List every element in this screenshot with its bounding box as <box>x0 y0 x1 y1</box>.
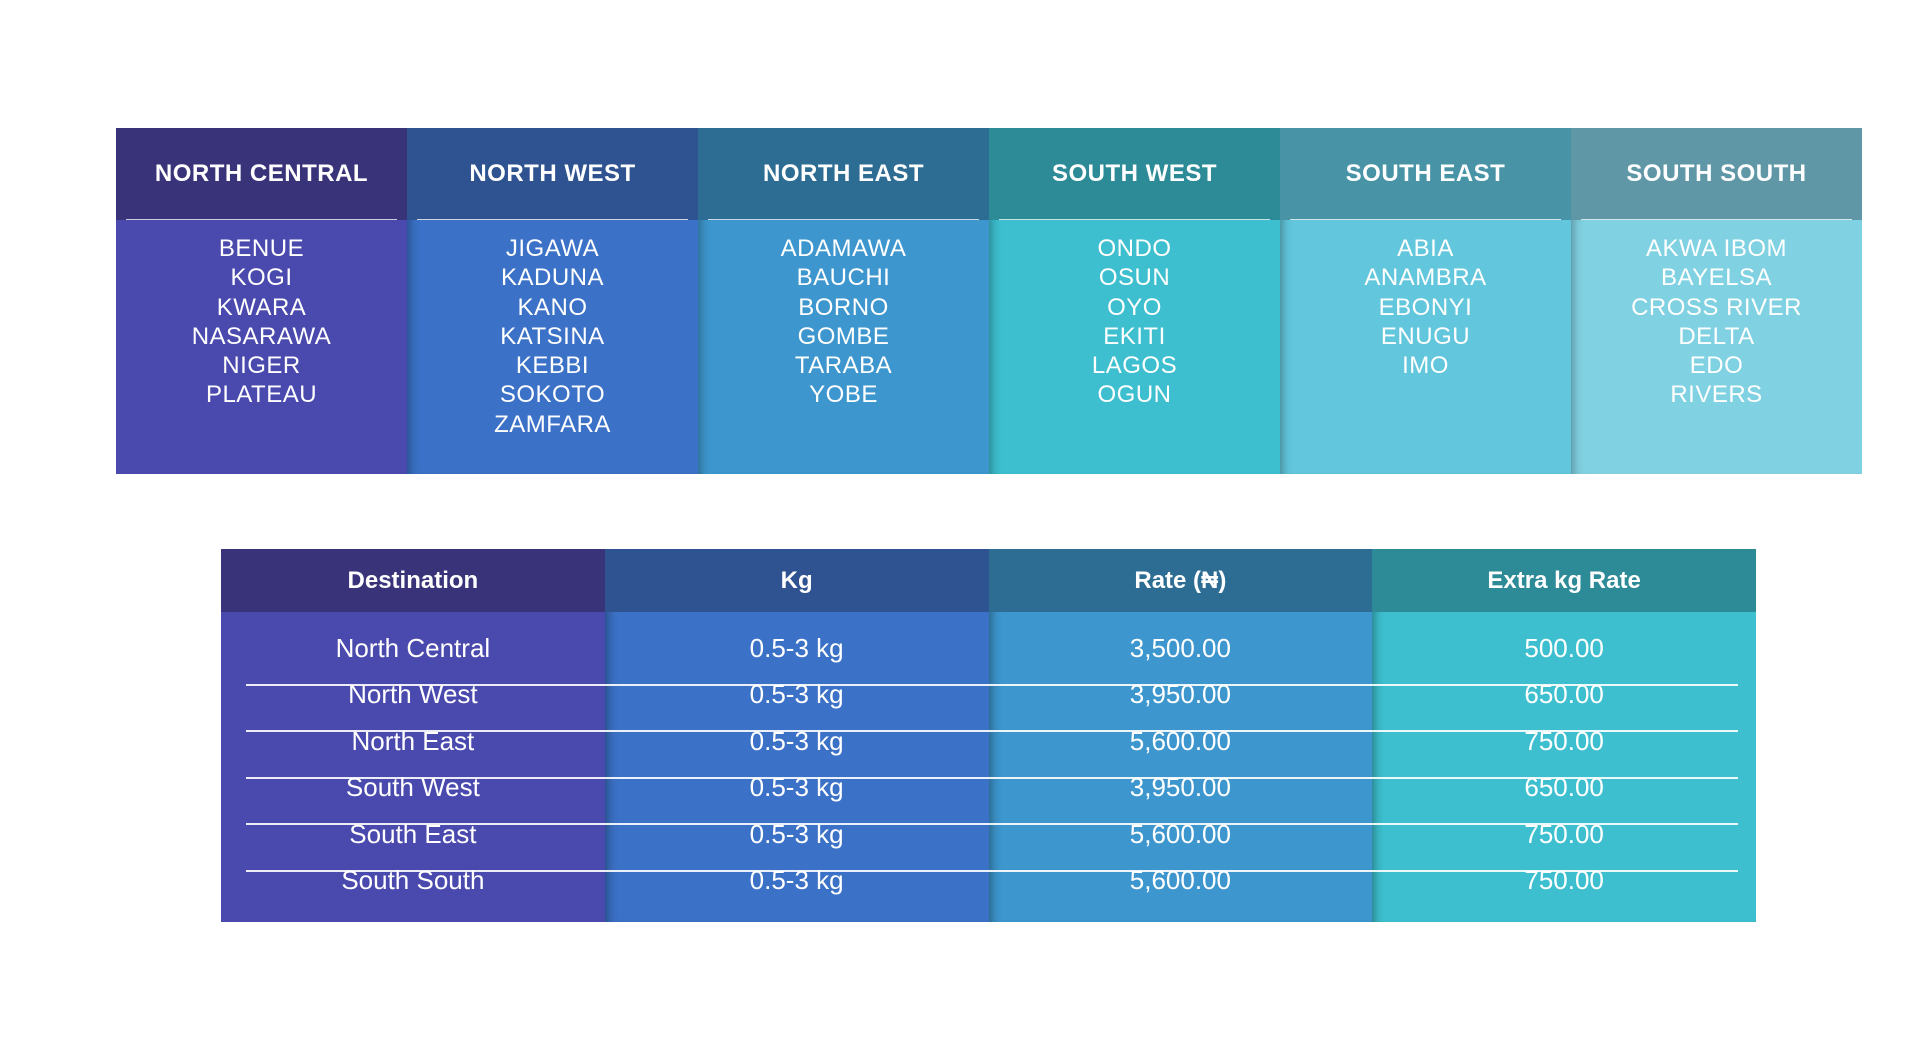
region-column: NORTH WEST JIGAWA KADUNA KANO KATSINA KEBBI SO… <box>407 128 698 474</box>
region-state-list: ABIA ANAMBRA EBONYI ENUGU IMO <box>1280 220 1571 474</box>
state-name: NIGER <box>222 352 301 380</box>
table-cell: 0.5-3 kg <box>749 772 844 803</box>
region-header: NORTH EAST <box>698 128 989 220</box>
table-cell: North West <box>348 679 478 710</box>
state-name: SOKOTO <box>499 381 606 409</box>
state-name: BENUE <box>218 235 305 262</box>
region-column: NORTH EAST ADAMAWA BAUCHI BORNO GOMBE TARABA Y… <box>698 128 989 474</box>
state-name: EDO <box>1689 352 1744 380</box>
table-cell: 650.00 <box>1524 772 1604 803</box>
table-cell: South West <box>345 772 480 803</box>
region-state-list: BENUE KOGI KWARA NASARAWA NIGER PLATEAU <box>116 220 407 474</box>
table-cell: 650.00 <box>1524 679 1604 710</box>
state-name: OSUN <box>1098 264 1171 292</box>
rates-column: Kg 0.5-3 kg 0.5-3 kg 0.5-3 kg 0.5-3 kg 0.5-3 … <box>604 549 989 922</box>
state-name: EBONYI <box>1378 293 1473 321</box>
table-cell: 0.5-3 kg <box>749 725 844 756</box>
table-cell: South South <box>341 865 485 896</box>
region-state-list: AKWA IBOM BAYELSA CROSS RIVER DELTA EDO RIVER… <box>1571 220 1862 474</box>
state-name: BAUCHI <box>796 264 891 292</box>
state-name: YOBE <box>809 381 878 409</box>
region-column: SOUTH SOUTH AKWA IBOM BAYELSA CROSS RIVER DE… <box>1571 128 1862 474</box>
column-body: 500.00 650.00 750.00 650.00 750.00 750.00 <box>1372 612 1756 922</box>
region-state-list: JIGAWA KADUNA KANO KATSINA KEBBI SOKOTO ZAMFAR… <box>407 220 698 474</box>
region-column: SOUTH WEST ONDO OSUN OYO EKITI LAGOS OGUN <box>989 128 1280 474</box>
region-header: SOUTH SOUTH <box>1571 128 1862 220</box>
state-name: LAGOS <box>1091 352 1178 380</box>
state-name: AKWA IBOM <box>1646 235 1787 262</box>
state-name: OGUN <box>1097 381 1172 409</box>
state-name: KATSINA <box>500 322 605 350</box>
state-name: IMO <box>1402 352 1449 380</box>
table-cell: 750.00 <box>1524 818 1604 849</box>
table-cell: 3,950.00 <box>1129 772 1231 803</box>
rates-column: Extra kg Rate 500.00 650.00 750.00 650.00 750… <box>1372 549 1756 922</box>
column-header: Kg <box>604 549 989 612</box>
table-cell: 5,600.00 <box>1129 725 1231 756</box>
region-header: NORTH CENTRAL <box>116 128 407 220</box>
state-name: ENUGU <box>1380 322 1471 350</box>
table-cell: 5,600.00 <box>1129 865 1231 896</box>
state-name: RIVERS <box>1670 381 1763 409</box>
rates-columns: Destination North Central North West North … <box>221 549 1756 922</box>
state-name: ABIA <box>1397 235 1454 262</box>
state-name: ADAMAWA <box>780 235 907 262</box>
rates-table: Destination North Central North West North … <box>221 549 1756 922</box>
state-name: ZAMFARA <box>494 410 611 438</box>
state-name: TARABA <box>794 352 893 380</box>
table-cell: 0.5-3 kg <box>749 632 844 663</box>
table-cell: 500.00 <box>1524 632 1604 663</box>
column-body: 0.5-3 kg 0.5-3 kg 0.5-3 kg 0.5-3 kg 0.5-3 kg… <box>605 612 989 922</box>
state-name: OYO <box>1107 293 1162 321</box>
state-name: ANAMBRA <box>1364 264 1487 292</box>
region-column: SOUTH EAST ABIA ANAMBRA EBONYI ENUGU IMO <box>1280 128 1571 474</box>
region-grid: NORTH CENTRAL BENUE KOGI KWARA NASARAWA NIGER… <box>116 128 1862 474</box>
state-name: CROSS RIVER <box>1631 293 1802 321</box>
table-cell: North East <box>351 725 475 756</box>
state-name: KANO <box>517 293 588 321</box>
column-header: Rate (₦) <box>988 549 1373 612</box>
table-cell: 0.5-3 kg <box>749 818 844 849</box>
table-cell: 750.00 <box>1524 725 1604 756</box>
rates-column: Destination North Central North West North … <box>221 549 605 922</box>
table-cell: 5,600.00 <box>1129 818 1231 849</box>
region-state-list: ONDO OSUN OYO EKITI LAGOS OGUN <box>989 220 1280 474</box>
table-cell: 750.00 <box>1524 865 1604 896</box>
state-name: KEBBI <box>515 352 590 380</box>
state-name: DELTA <box>1678 322 1755 350</box>
column-header: Extra kg Rate <box>1372 549 1756 612</box>
table-cell: 3,950.00 <box>1129 679 1231 710</box>
state-name: PLATEAU <box>205 381 318 409</box>
column-header: Destination <box>221 549 605 612</box>
region-header: NORTH WEST <box>407 128 698 220</box>
region-header: SOUTH EAST <box>1280 128 1571 220</box>
rates-column: Rate (₦) 3,500.00 3,950.00 5,600.00 3,950.00… <box>988 549 1373 922</box>
state-name: GOMBE <box>797 322 890 350</box>
table-cell: 3,500.00 <box>1129 632 1231 663</box>
table-cell: 0.5-3 kg <box>749 679 844 710</box>
table-cell: North Central <box>335 632 491 663</box>
region-column: NORTH CENTRAL BENUE KOGI KWARA NASARAWA NIGER… <box>116 128 407 474</box>
table-cell: 0.5-3 kg <box>749 865 844 896</box>
state-name: KWARA <box>216 293 307 321</box>
state-name: EKITI <box>1103 322 1166 350</box>
state-name: KOGI <box>230 264 293 292</box>
region-state-list: ADAMAWA BAUCHI BORNO GOMBE TARABA YOBE <box>698 220 989 474</box>
state-name: BAYELSA <box>1660 264 1773 292</box>
column-body: 3,500.00 3,950.00 5,600.00 3,950.00 5,600.00… <box>989 612 1373 922</box>
column-body: North Central North West North East South W… <box>221 612 605 922</box>
table-cell: South East <box>349 818 477 849</box>
state-name: NASARAWA <box>191 322 332 350</box>
state-name: ONDO <box>1097 235 1172 262</box>
state-name: KADUNA <box>500 264 605 292</box>
state-name: BORNO <box>798 293 889 321</box>
region-header: SOUTH WEST <box>989 128 1280 220</box>
state-name: JIGAWA <box>505 235 600 262</box>
